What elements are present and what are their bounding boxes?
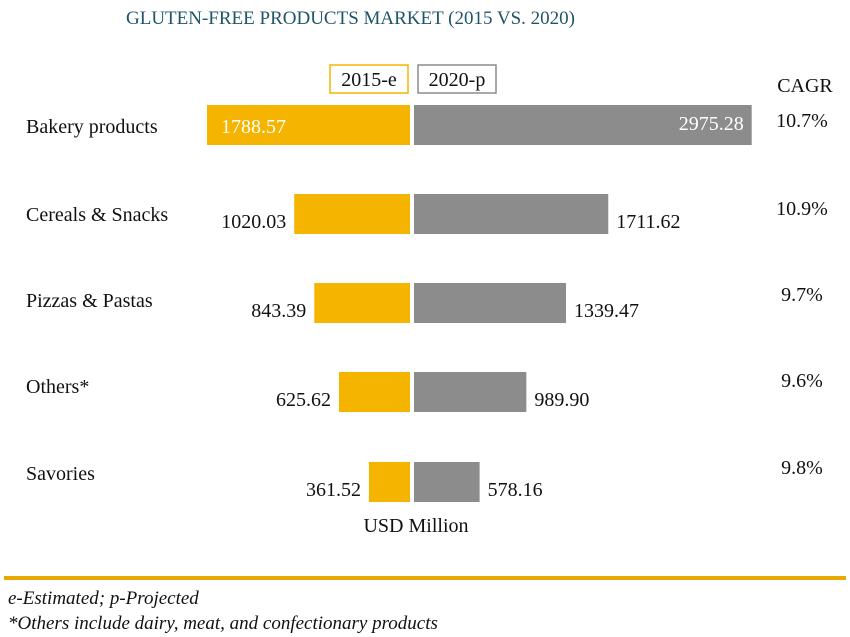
category-label: Pizzas & Pastas xyxy=(26,290,153,312)
footnote-estimate: e-Estimated; p-Projected xyxy=(8,588,199,609)
cagr-value: 9.8% xyxy=(781,457,823,479)
data-label-2015: 625.62 xyxy=(276,389,331,411)
cagr-value: 9.7% xyxy=(781,284,823,306)
data-label-2020: 1711.62 xyxy=(616,211,680,233)
chart-title: GLUTEN-FREE PRODUCTS MARKET (2015 VS. 20… xyxy=(126,8,575,29)
data-label-2020: 2975.28 xyxy=(679,113,744,135)
category-label: Bakery products xyxy=(26,116,158,138)
footnote-others: *Others include dairy, meat, and confect… xyxy=(8,613,438,634)
legend-label-2015: 2015-e xyxy=(341,69,397,91)
bar-2020 xyxy=(414,105,752,145)
chart: GLUTEN-FREE PRODUCTS MARKET (2015 VS. 20… xyxy=(4,8,846,580)
legend: 2015-e 2020-p xyxy=(329,64,497,94)
legend-box-2015 xyxy=(329,64,409,94)
data-label-2020: 989.90 xyxy=(534,389,589,411)
bar-2015 xyxy=(338,372,410,412)
data-label-2015: 1020.03 xyxy=(221,211,286,233)
bar-2015 xyxy=(368,462,410,502)
bar-2020 xyxy=(414,462,480,502)
category-label: Cereals & Snacks xyxy=(26,204,168,226)
divider-line xyxy=(4,576,846,580)
bars-group: Bakery products 1788.57 2975.28 10.7% Cereal… xyxy=(26,105,828,502)
legend-box-2020 xyxy=(417,64,497,94)
data-label-2015: 361.52 xyxy=(306,479,361,501)
bar-2020 xyxy=(414,372,527,412)
bar-2015 xyxy=(206,105,410,145)
data-label-2015: 1788.57 xyxy=(221,116,286,138)
bar-2015 xyxy=(314,283,410,323)
bar-2020 xyxy=(414,283,567,323)
data-label-2020: 1339.47 xyxy=(574,300,639,322)
data-label-2015: 843.39 xyxy=(251,300,306,322)
bar-2020 xyxy=(414,194,609,234)
cagr-value: 10.7% xyxy=(776,110,828,132)
cagr-value: 10.9% xyxy=(776,198,828,220)
cagr-value: 9.6% xyxy=(781,370,823,392)
legend-label-2020: 2020-p xyxy=(429,69,486,91)
bar-2015 xyxy=(294,194,410,234)
x-axis-label: USD Million xyxy=(363,515,468,537)
data-label-2020: 578.16 xyxy=(488,479,543,501)
footnotes: e-Estimated; p-Projected *Others include… xyxy=(8,586,838,636)
category-label: Savories xyxy=(26,463,95,485)
cagr-header: CAGR xyxy=(777,75,833,97)
category-label: Others* xyxy=(26,376,89,398)
